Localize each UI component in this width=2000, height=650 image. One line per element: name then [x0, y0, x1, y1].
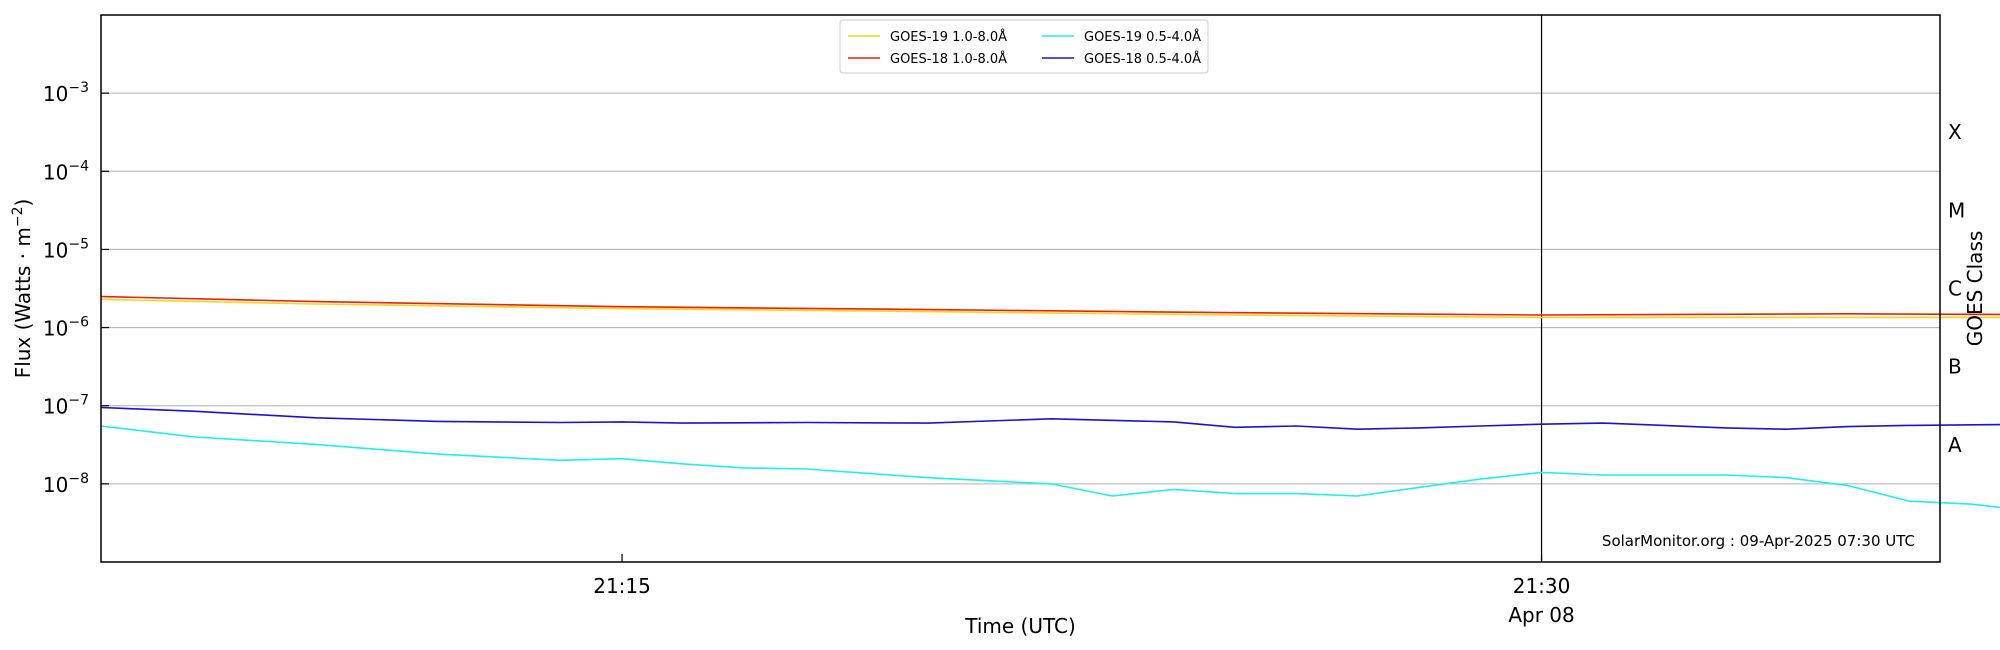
y-tick-label-base: 10 — [43, 473, 68, 497]
series-line — [100, 298, 2000, 319]
series-layer — [100, 295, 2000, 509]
grid-layer — [101, 15, 1940, 562]
legend-label: GOES-18 1.0-8.0Å — [890, 51, 1007, 67]
series-line — [100, 295, 2000, 316]
legend-label: GOES-18 0.5-4.0Å — [1084, 51, 1201, 67]
y-tick-label: 10−8 — [43, 471, 89, 497]
y-tick-label-exponent: −3 — [68, 80, 89, 96]
y-tick-label: 10−6 — [43, 315, 89, 341]
y-axis-title-exponent: −2 — [10, 207, 26, 228]
legend-label: GOES-19 1.0-8.0Å — [890, 29, 1007, 45]
goes-class-axis-title: GOES Class — [1963, 231, 1987, 347]
y-tick-label-base: 10 — [43, 238, 68, 262]
y-tick-label-exponent: −8 — [68, 471, 89, 487]
goes-class-label: X — [1948, 120, 1962, 144]
y-tick-label-exponent: −5 — [68, 236, 89, 252]
y-tick-label-exponent: −6 — [68, 315, 89, 331]
legend-label: GOES-19 0.5-4.0Å — [1084, 29, 1201, 45]
y-axis-title-end: ) — [11, 199, 35, 207]
y-tick-label: 10−3 — [43, 80, 89, 106]
credit-text: SolarMonitor.org : 09-Apr-2025 07:30 UTC — [1602, 532, 1915, 550]
goes-class-label: M — [1948, 198, 1965, 222]
y-tick-label: 10−4 — [43, 158, 89, 184]
x-axis-title: Time (UTC) — [964, 614, 1076, 638]
series-line — [100, 425, 2000, 509]
x-tick-label-time: 21:15 — [593, 574, 651, 598]
y-axis-title: Flux (Watts · m−2) — [10, 199, 35, 379]
plot-frame — [100, 14, 1941, 563]
goes-class-label: A — [1948, 433, 1962, 457]
y-tick-label: 10−7 — [43, 393, 89, 419]
y-tick-label-base: 10 — [43, 395, 68, 419]
y-tick-label-base: 10 — [43, 82, 68, 106]
x-tick-label-time: 21:30 — [1513, 574, 1571, 598]
series-line — [100, 406, 2000, 431]
y-axis-title-main: Flux (Watts · m — [11, 227, 35, 378]
legend: GOES-19 1.0-8.0Å GOES-18 1.0-8.0Å GOES-19 … — [839, 19, 1209, 74]
x-tick-label-date: Apr 08 — [1508, 603, 1574, 627]
y-tick-label-base: 10 — [43, 160, 68, 184]
goes-class-label: C — [1948, 277, 1962, 301]
y-tick-label-exponent: −7 — [68, 393, 89, 409]
y-tick-label-base: 10 — [43, 317, 68, 341]
y-tick-label: 10−5 — [43, 236, 89, 262]
y-tick-label-exponent: −4 — [68, 158, 89, 174]
goes-class-label: B — [1948, 355, 1962, 379]
legend-box — [839, 19, 1209, 74]
